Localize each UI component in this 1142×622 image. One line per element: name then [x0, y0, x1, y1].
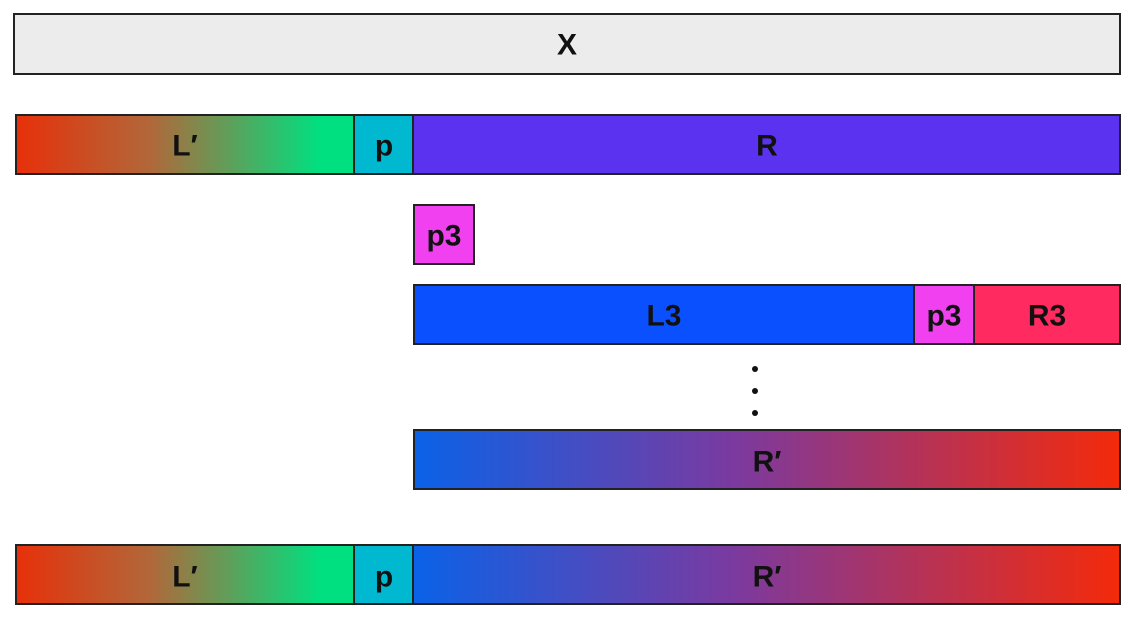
dot	[752, 388, 758, 394]
label: L′	[172, 561, 198, 594]
label: p3	[426, 220, 461, 253]
label: p3	[926, 300, 961, 333]
box	[353, 114, 414, 175]
row-sub-partition: L3 p3 R3	[413, 284, 1121, 345]
ellipsis	[752, 366, 758, 416]
label: L3	[646, 300, 681, 333]
box	[15, 544, 355, 605]
label: R′	[753, 561, 782, 594]
box	[413, 429, 1121, 490]
box	[412, 114, 1121, 175]
dot	[752, 410, 758, 416]
row-result: L′ p R′	[15, 544, 1121, 605]
row-r-prime: R′	[413, 429, 1121, 490]
box	[413, 284, 915, 345]
dot	[752, 366, 758, 372]
label: p	[375, 130, 393, 163]
box	[412, 544, 1121, 605]
box	[13, 13, 1121, 75]
label: L′	[172, 130, 198, 163]
box	[973, 284, 1121, 345]
label: R	[756, 130, 778, 163]
row-x: X	[13, 13, 1121, 75]
row-partition: L′ p R	[15, 114, 1121, 175]
label: R3	[1028, 300, 1066, 333]
label: X	[557, 29, 577, 62]
label: p	[375, 561, 393, 594]
row-pivot: p3	[413, 204, 475, 265]
box	[413, 204, 475, 265]
box	[913, 284, 975, 345]
box	[15, 114, 355, 175]
label: R′	[753, 446, 782, 479]
